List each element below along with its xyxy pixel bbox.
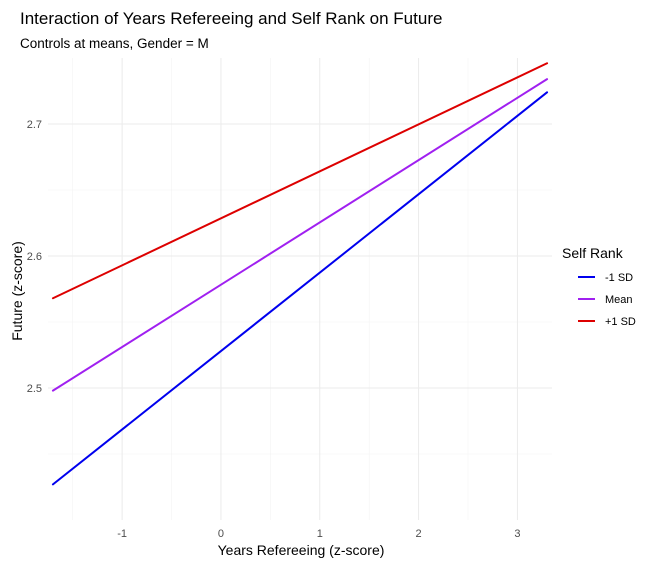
grid: [48, 58, 552, 520]
x-axis-ticks: -1 0 1 2 3: [117, 528, 520, 540]
series-lines: [51, 62, 549, 486]
x-tick-label: 3: [514, 528, 520, 540]
legend-title: Self Rank: [562, 245, 624, 261]
legend: Self Rank -1 SD Mean +1 SD: [562, 245, 636, 328]
y-tick-label: 2.5: [27, 383, 42, 395]
x-tick-label: 0: [218, 528, 224, 540]
legend-label: -1 SD: [605, 272, 633, 284]
y-axis-ticks: 2.5 2.6 2.7: [27, 119, 42, 395]
x-tick-label: 1: [317, 528, 323, 540]
legend-item-1-sd: +1 SD: [578, 316, 636, 328]
y-tick-label: 2.6: [27, 251, 42, 263]
chart-subtitle: Controls at means, Gender = M: [20, 36, 209, 51]
series-line-1-sd: [51, 91, 549, 486]
y-tick-label: 2.7: [27, 119, 42, 131]
x-tick-label: -1: [117, 528, 127, 540]
legend-label: +1 SD: [605, 316, 636, 328]
series-line-mean: [51, 78, 549, 392]
series-line-1-sd: [51, 62, 549, 300]
legend-item-1-sd: -1 SD: [578, 272, 633, 284]
legend-label: Mean: [605, 294, 633, 306]
legend-items: -1 SD Mean +1 SD: [578, 272, 636, 328]
x-axis-title: Years Refereeing (z-score): [218, 542, 385, 558]
x-tick-label: 2: [416, 528, 422, 540]
y-axis-title: Future (z-score): [9, 241, 25, 341]
legend-item-mean: Mean: [578, 294, 633, 306]
chart-title: Interaction of Years Refereeing and Self…: [20, 9, 442, 28]
